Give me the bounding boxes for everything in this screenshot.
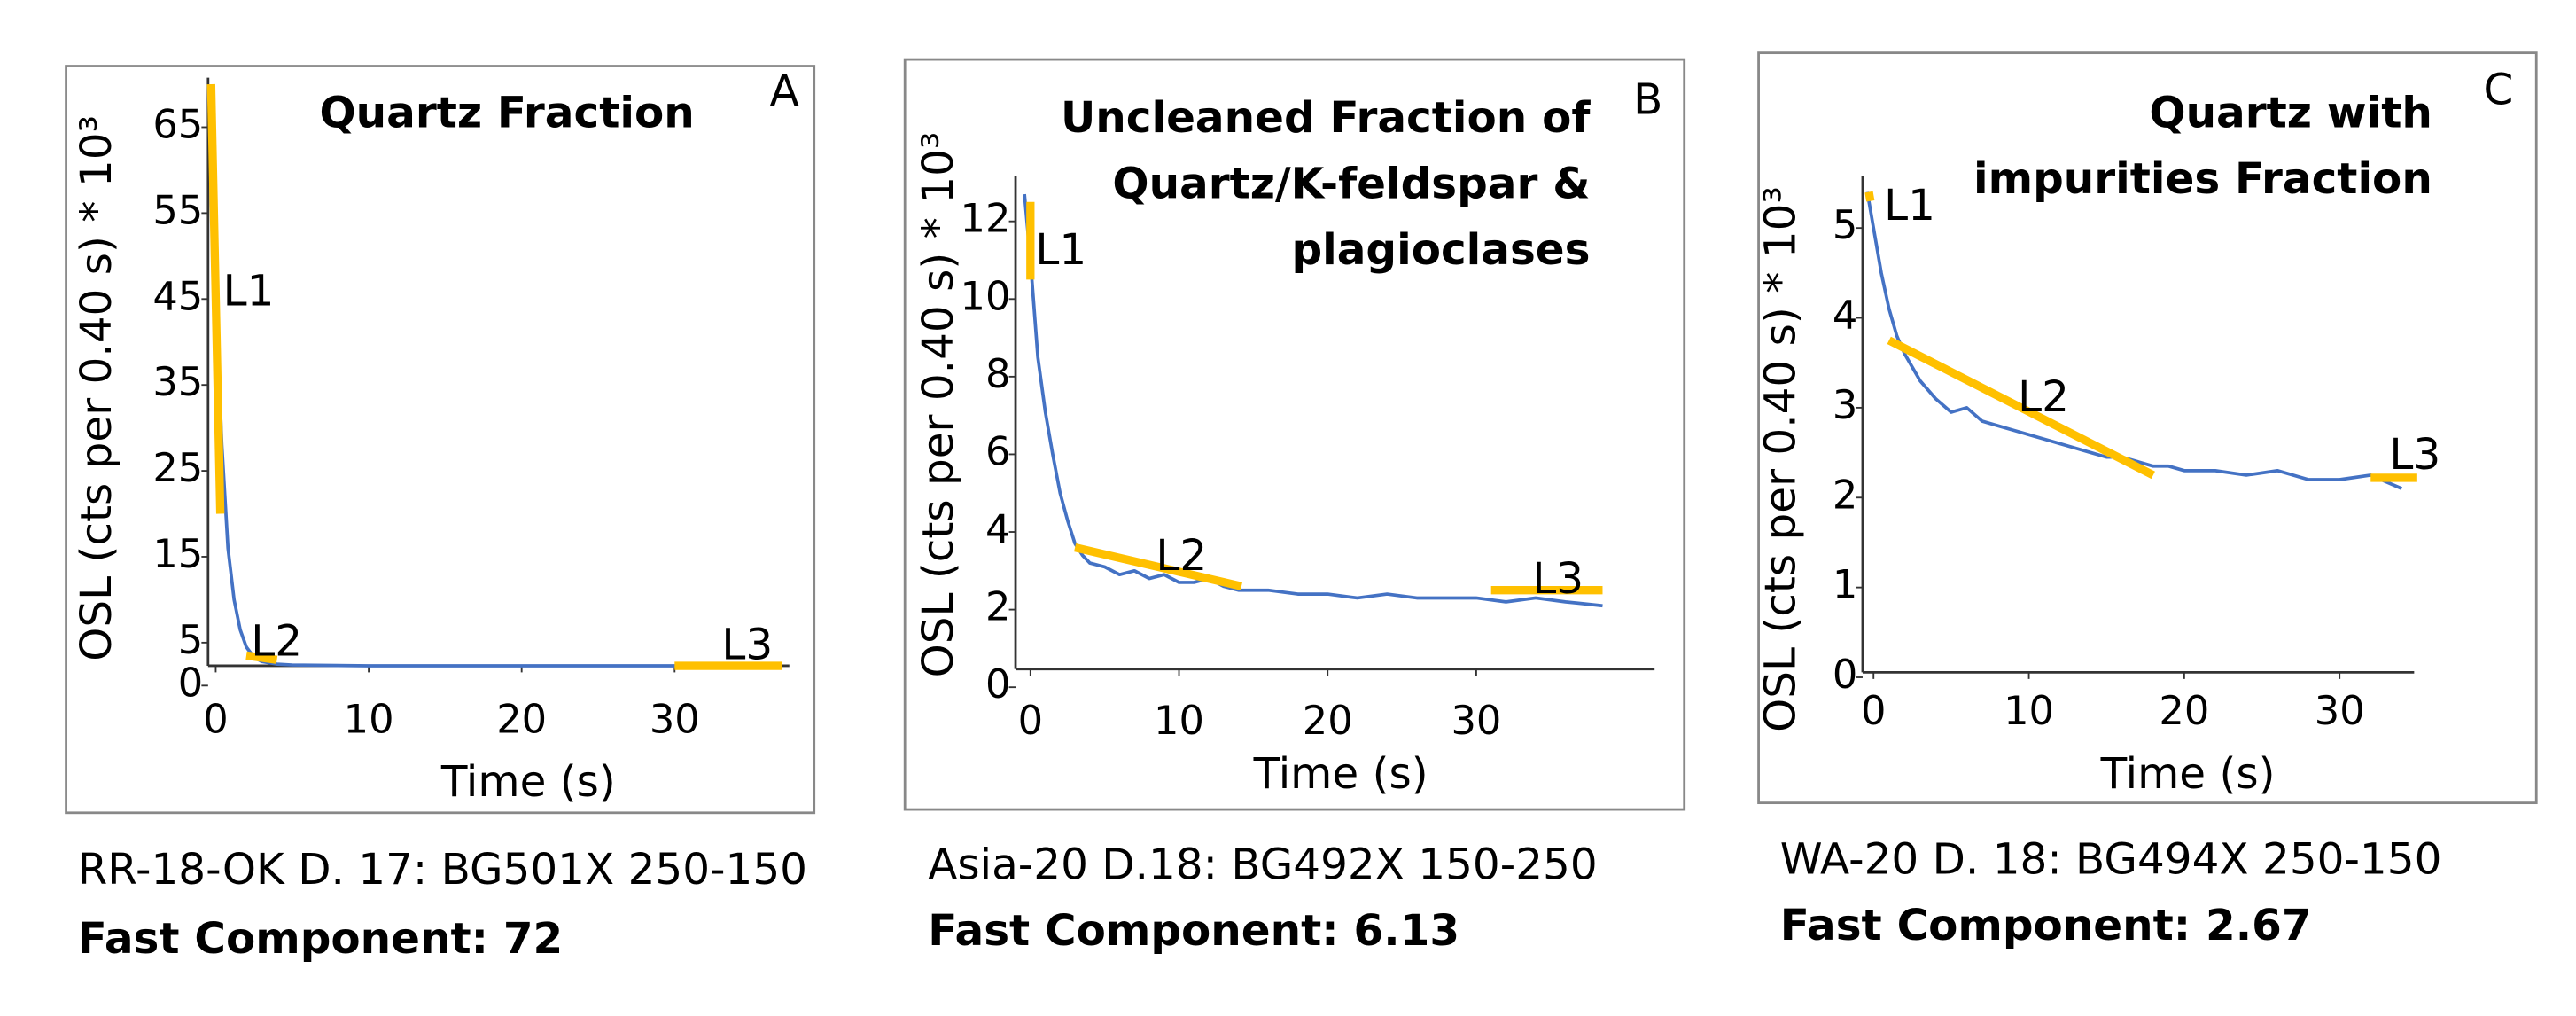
y-tick-label: 4: [985, 505, 1010, 552]
x-tick-label: 10: [344, 695, 394, 742]
fit-line-label: L2: [251, 617, 302, 667]
y-tick-label: 55: [152, 186, 203, 233]
y-tick-label: 65: [152, 100, 203, 147]
fast-component: Fast Component: 2.67: [1780, 901, 2312, 950]
y-tick-label: 5: [1833, 201, 1857, 248]
panel-letter: C: [2483, 65, 2513, 114]
y-tick-label: 15: [152, 530, 203, 577]
x-tick-label: 0: [203, 695, 228, 742]
chart-title: Quartz with: [2149, 88, 2432, 137]
y-tick-label: 2: [1833, 471, 1857, 518]
y-axis-title: OSL (cts per 0.40 s) * 10³: [914, 132, 963, 678]
fit-line-label: L1: [1884, 181, 1935, 231]
osl-curve: [1023, 193, 1603, 608]
x-axis-title: Time (s): [1253, 749, 1428, 799]
x-axis-title: Time (s): [2100, 749, 2276, 799]
fit-line: [1887, 336, 2155, 480]
panel-frame: [903, 58, 1686, 811]
x-axis-title: Time (s): [440, 757, 616, 807]
y-tick-label: 8: [985, 350, 1010, 397]
chart-title: impurities Fraction: [1973, 154, 2432, 204]
y-tick-label: 0: [1833, 651, 1857, 698]
panel-frame: [65, 65, 816, 815]
x-tick-label: 20: [1303, 697, 1353, 744]
x-tick-label: 30: [650, 695, 700, 742]
chart-title: Quartz/K-feldspar &: [1112, 160, 1590, 209]
fit-line: [1074, 543, 1243, 590]
y-tick-label: 10: [961, 272, 1011, 319]
caption: RR-18-OK D. 17: BG501X 250-150: [78, 845, 807, 895]
y-tick-label: 3: [1833, 381, 1857, 428]
y-tick-label: 0: [178, 659, 203, 706]
fit-line: [206, 83, 225, 514]
fit-line-label: L3: [721, 620, 773, 669]
y-axis-title: OSL (cts per 0.40 s) * 10³: [72, 115, 121, 661]
osl-curve: [1865, 191, 2403, 490]
y-tick-label: 5: [178, 616, 203, 663]
y-tick-label: 35: [152, 358, 203, 405]
x-tick-label: 0: [1861, 687, 1886, 734]
osl-curve: [207, 101, 782, 668]
fit-line-label: L3: [1532, 554, 1584, 604]
fast-component: Fast Component: 72: [78, 914, 564, 964]
fit-line-label: L2: [1156, 531, 1207, 581]
y-tick-label: 1: [1833, 561, 1857, 608]
panel-frame: [1757, 51, 2538, 805]
x-tick-label: 30: [2315, 687, 2365, 734]
chart-title: plagioclases: [1291, 225, 1590, 275]
fit-line: [1864, 191, 1875, 202]
y-tick-label: 2: [985, 583, 1010, 630]
caption: WA-20 D. 18: BG494X 250-150: [1780, 835, 2442, 885]
panel-letter: A: [770, 66, 799, 116]
caption: Asia-20 D.18: BG492X 150-250: [928, 840, 1597, 889]
y-tick-label: 45: [152, 272, 203, 319]
y-tick-label: 25: [152, 444, 203, 491]
fit-line-label: L1: [1035, 225, 1086, 275]
x-tick-label: 0: [1018, 697, 1043, 744]
x-tick-label: 20: [496, 695, 547, 742]
x-tick-label: 10: [2004, 687, 2054, 734]
y-tick-label: 0: [985, 660, 1010, 707]
fit-line-label: L2: [2018, 372, 2069, 422]
fit-line: [245, 651, 278, 664]
chart-title: Quartz Fraction: [319, 88, 694, 137]
y-tick-label: 4: [1833, 292, 1857, 339]
x-tick-label: 30: [1451, 697, 1501, 744]
x-tick-label: 20: [2159, 687, 2209, 734]
chart-title: Uncleaned Fraction of: [1061, 93, 1591, 143]
y-axis-title: OSL (cts per 0.40 s) * 10³: [1756, 186, 1806, 732]
y-tick-label: 6: [985, 427, 1010, 474]
fit-line-label: L1: [223, 267, 275, 317]
x-tick-label: 10: [1154, 697, 1204, 744]
fast-component: Fast Component: 6.13: [928, 906, 1459, 956]
fit-line-label: L3: [2389, 430, 2440, 480]
panel-letter: B: [1633, 75, 1662, 125]
y-tick-label: 12: [961, 195, 1011, 242]
